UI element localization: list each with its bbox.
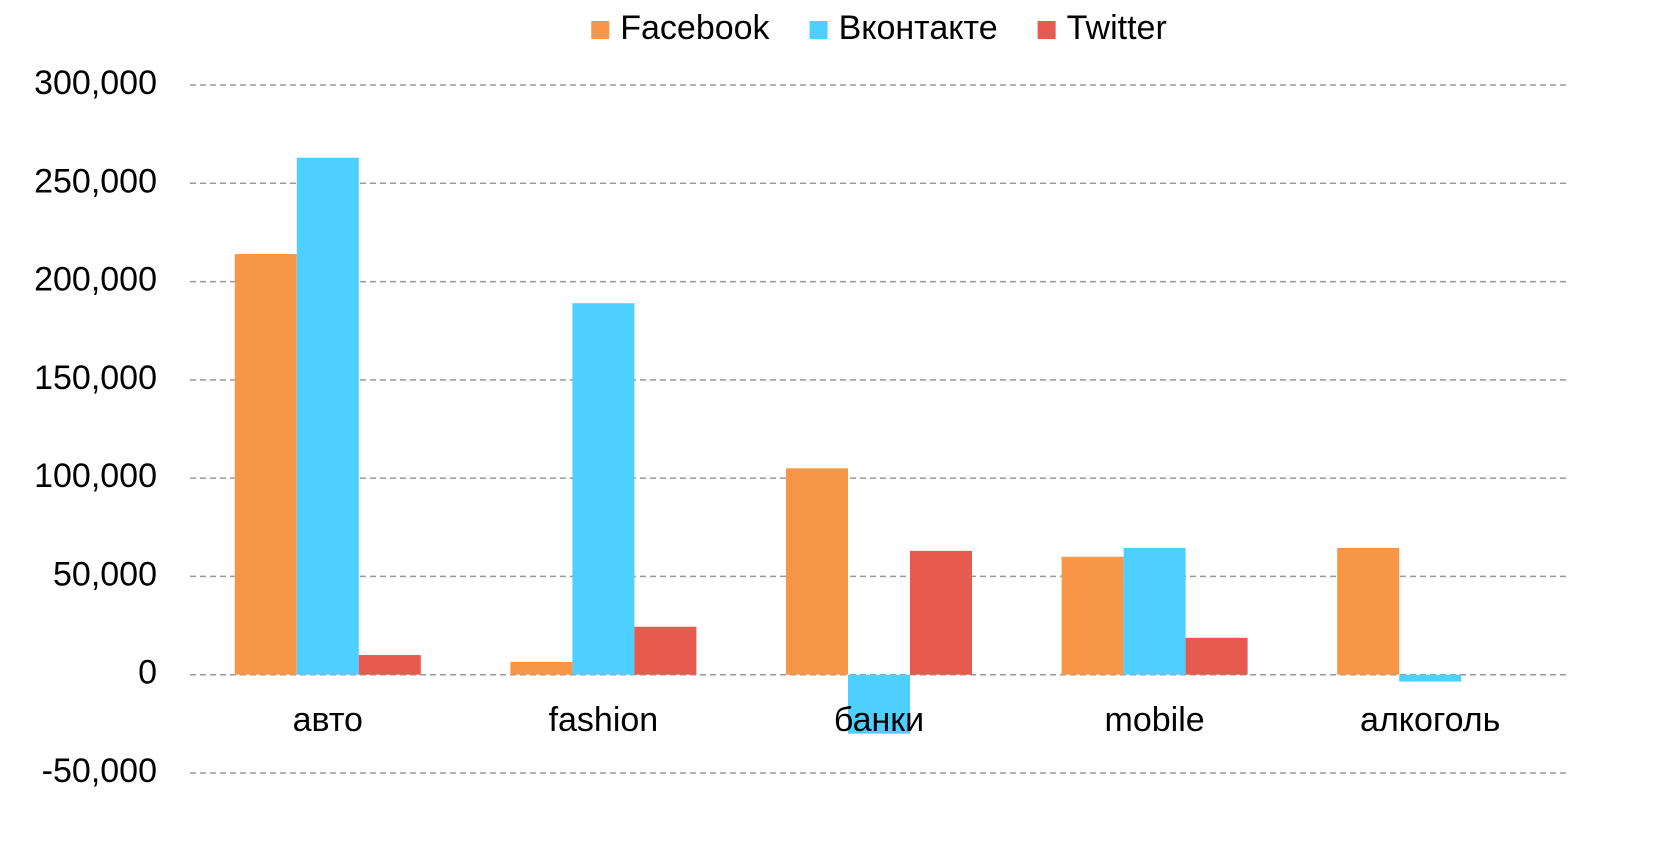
bar (1185, 637, 1248, 675)
x-tick-label: алкоголь (1360, 701, 1500, 739)
x-tick-label: fashion (549, 701, 659, 739)
bar (572, 303, 635, 675)
bar (848, 674, 910, 734)
y-tick-label: -50,000 (42, 752, 157, 790)
bar (1123, 547, 1186, 675)
legend-swatch (591, 21, 610, 39)
x-tick-label: банки (834, 701, 924, 739)
bar (634, 626, 697, 675)
y-tick-label: 50,000 (53, 555, 157, 593)
bar (510, 661, 573, 675)
y-tick-label: 250,000 (34, 162, 157, 200)
bar (786, 468, 848, 675)
bar (234, 254, 297, 675)
y-tick-label: 300,000 (34, 64, 157, 102)
legend-swatch (1037, 21, 1056, 39)
bar (358, 655, 421, 675)
legend-swatch (809, 21, 828, 39)
bar (1337, 547, 1400, 675)
y-tick-label: 150,000 (34, 359, 157, 397)
bar (910, 550, 972, 675)
legend-label: Facebook (620, 9, 770, 47)
x-tick-label: mobile (1105, 701, 1205, 739)
bar (1399, 674, 1462, 682)
legend-label: Вконтакте (839, 9, 998, 47)
y-tick-label: 0 (138, 654, 157, 692)
x-tick-label: авто (293, 701, 363, 739)
y-tick-label: 200,000 (34, 261, 157, 299)
y-tick-label: 100,000 (34, 457, 157, 495)
legend-label: Twitter (1067, 9, 1167, 47)
bar (1061, 556, 1124, 675)
bar (296, 157, 359, 675)
